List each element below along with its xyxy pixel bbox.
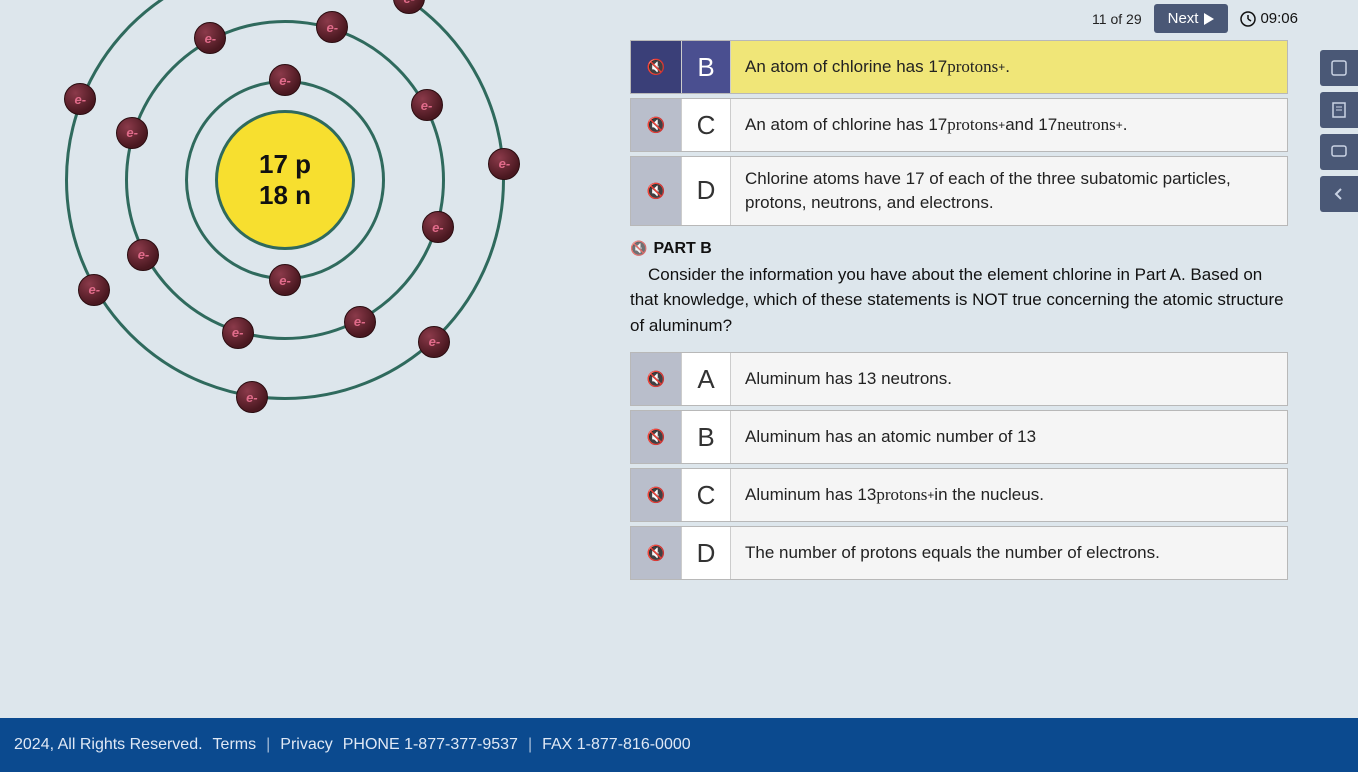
part-b-question: Consider the information you have about … — [630, 262, 1288, 339]
part-a-answers: 🔇BAn atom of chlorine has 17 protons+.🔇C… — [630, 40, 1288, 226]
question-panel: 🔇BAn atom of chlorine has 17 protons+.🔇C… — [600, 0, 1308, 702]
part-b-answer-d[interactable]: 🔇DThe number of protons equals the numbe… — [630, 526, 1288, 580]
answer-text: Aluminum has 13 neutrons. — [731, 353, 1287, 405]
electron: e- — [78, 274, 110, 306]
answer-letter: C — [681, 99, 731, 151]
answer-text: An atom of chlorine has 17 protons+. — [731, 41, 1287, 93]
note-icon — [1330, 59, 1348, 77]
answer-text: Chlorine atoms have 17 of each of the th… — [731, 157, 1287, 225]
part-a-answer-d[interactable]: 🔇DChlorine atoms have 17 of each of the … — [630, 156, 1288, 226]
electron: e- — [418, 326, 450, 358]
speaker-muted-icon[interactable]: 🔇 — [631, 99, 681, 151]
atom-diagram: 17 p18 ne-e-e-e-e-e-e-e-e-e-e-e-e-e-e-e-… — [10, 0, 570, 440]
doc-icon — [1330, 101, 1348, 119]
part-b-answers: 🔇AAluminum has 13 neutrons.🔇BAluminum ha… — [630, 352, 1288, 580]
footer-phone: PHONE 1-877-377-9537 — [343, 736, 518, 754]
chevron-left-icon — [1333, 187, 1345, 201]
speaker-muted-icon[interactable]: 🔇 — [631, 469, 681, 521]
footer: 2024, All Rights Reserved. Terms | Priva… — [0, 718, 1358, 772]
answer-text: Aluminum has 13 protons+ in the nucleus. — [731, 469, 1287, 521]
side-toolbar — [1320, 50, 1358, 212]
answer-letter: D — [681, 157, 731, 225]
speaker-muted-icon[interactable]: 🔇 — [631, 411, 681, 463]
electron: e- — [236, 381, 268, 413]
speaker-muted-icon[interactable]: 🔇 — [630, 240, 647, 257]
part-b-answer-b[interactable]: 🔇BAluminum has an atomic number of 13 — [630, 410, 1288, 464]
answer-letter: B — [681, 41, 731, 93]
side-tab-collapse[interactable] — [1320, 176, 1358, 212]
comment-icon — [1330, 143, 1348, 161]
side-tab-1[interactable] — [1320, 50, 1358, 86]
footer-terms-link[interactable]: Terms — [213, 736, 257, 754]
electron: e- — [488, 148, 520, 180]
answer-text: Aluminum has an atomic number of 13 — [731, 411, 1287, 463]
speaker-muted-icon[interactable]: 🔇 — [631, 353, 681, 405]
part-b-answer-a[interactable]: 🔇AAluminum has 13 neutrons. — [630, 352, 1288, 406]
answer-text: An atom of chlorine has 17 protons+ and … — [731, 99, 1287, 151]
part-b-header: 🔇 PART B — [630, 240, 1288, 258]
speaker-muted-icon[interactable]: 🔇 — [631, 157, 681, 225]
part-a-answer-c[interactable]: 🔇CAn atom of chlorine has 17 protons+ an… — [630, 98, 1288, 152]
answer-letter: D — [681, 527, 731, 579]
part-b-answer-c[interactable]: 🔇CAluminum has 13 protons+ in the nucleu… — [630, 468, 1288, 522]
answer-letter: B — [681, 411, 731, 463]
part-b-title: PART B — [653, 240, 711, 258]
footer-copyright: 2024, All Rights Reserved. — [14, 736, 203, 754]
answer-text: The number of protons equals the number … — [731, 527, 1287, 579]
answer-letter: C — [681, 469, 731, 521]
diagram-panel: 17 p18 ne-e-e-e-e-e-e-e-e-e-e-e-e-e-e-e-… — [0, 0, 600, 702]
side-tab-2[interactable] — [1320, 92, 1358, 128]
side-tab-3[interactable] — [1320, 134, 1358, 170]
part-a-answer-b[interactable]: 🔇BAn atom of chlorine has 17 protons+. — [630, 40, 1288, 94]
footer-privacy-link[interactable]: Privacy — [280, 736, 332, 754]
speaker-muted-icon[interactable]: 🔇 — [631, 527, 681, 579]
speaker-muted-icon[interactable]: 🔇 — [631, 41, 681, 93]
answer-letter: A — [681, 353, 731, 405]
footer-fax: FAX 1-877-816-0000 — [542, 736, 691, 754]
